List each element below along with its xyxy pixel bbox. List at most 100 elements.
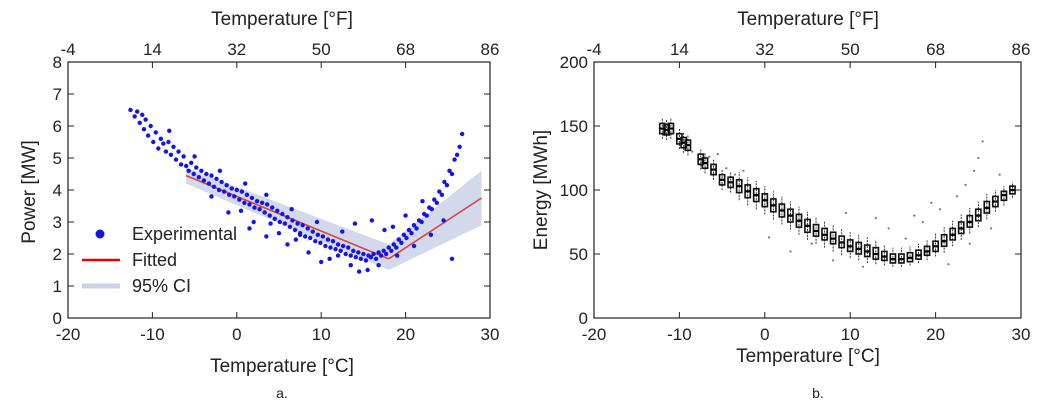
data-point	[204, 171, 209, 177]
data-point	[378, 253, 384, 258]
box-outlier	[861, 265, 865, 268]
data-point	[276, 231, 282, 236]
data-point	[237, 197, 242, 202]
data-point	[282, 221, 288, 226]
chart-b-x2tick-label: 68	[926, 40, 945, 59]
data-point	[140, 112, 145, 118]
data-point	[376, 250, 381, 255]
ci-band	[186, 167, 482, 270]
chart-a-ytick-label: 8	[53, 53, 62, 72]
data-point	[247, 202, 252, 207]
data-point	[272, 216, 277, 221]
data-point	[348, 263, 353, 268]
data-point	[141, 127, 147, 132]
data-point	[386, 245, 391, 250]
chart-a-xtick-label: 30	[481, 325, 500, 344]
data-point	[419, 219, 424, 225]
data-point	[320, 234, 326, 239]
data-point	[376, 263, 381, 268]
data-point	[232, 194, 237, 199]
data-point	[251, 219, 256, 225]
data-point	[221, 189, 227, 194]
chart-a-xlabel: Temperature [°C]	[210, 356, 354, 377]
data-point	[270, 205, 275, 210]
chart-b-x2label: Temperature [°F]	[737, 9, 879, 30]
data-point	[151, 139, 156, 145]
chart-a-x2tick-label: 86	[481, 40, 500, 59]
data-point	[401, 232, 407, 237]
data-point	[327, 256, 332, 261]
chart-a-xtick-label: -20	[56, 325, 81, 344]
data-point	[295, 221, 300, 226]
chart-b-x2tick-label: 86	[1012, 40, 1031, 59]
chart-a-ytick-label: 5	[53, 149, 62, 168]
data-point	[310, 229, 315, 234]
box-outlier	[981, 140, 984, 143]
box-outlier	[904, 237, 907, 240]
data-point	[411, 243, 417, 249]
data-point	[338, 248, 343, 253]
data-point	[153, 130, 158, 135]
data-point	[442, 179, 447, 185]
box-outlier	[972, 169, 976, 172]
data-point	[365, 267, 370, 273]
data-point	[128, 107, 133, 113]
data-point	[252, 205, 257, 210]
data-point	[209, 194, 214, 199]
box-outlier	[998, 173, 1001, 176]
data-point	[335, 242, 341, 247]
chart-a-ytick-label: 0	[53, 309, 62, 328]
chart-b-ytick-label: 100	[560, 181, 588, 200]
data-point	[143, 117, 148, 122]
data-point	[441, 218, 446, 223]
data-point	[181, 154, 186, 159]
data-point	[264, 234, 269, 239]
box-outlier	[874, 217, 877, 220]
data-point	[285, 215, 290, 220]
data-point	[389, 248, 394, 253]
data-point	[229, 186, 234, 191]
data-point	[444, 183, 450, 188]
data-point	[394, 253, 400, 258]
chart-b-ylabel: Energy [MWh]	[531, 130, 552, 250]
chart-a-x2label: Temperature [°F]	[211, 9, 353, 30]
data-point	[335, 253, 341, 258]
data-point	[363, 258, 369, 263]
chart-a-points	[128, 107, 465, 274]
chart-a: -20 -4 -10 14 0 32 10 50 20 68 30 86 0 1 2 3 4 5 6 7 8 Exper…	[19, 9, 499, 401]
data-point	[305, 226, 310, 231]
data-point	[268, 221, 273, 226]
data-point	[257, 207, 262, 212]
box-outlier	[810, 242, 813, 245]
data-point	[432, 197, 437, 202]
data-point	[224, 183, 229, 188]
data-point	[259, 200, 265, 205]
data-point	[199, 168, 204, 173]
box-outlier	[708, 155, 711, 158]
box-outlier	[725, 167, 728, 170]
chart-b-xtick-label: 0	[760, 325, 769, 344]
box-outlier	[716, 153, 719, 156]
data-point	[361, 251, 366, 257]
chart-b-xtick-label: -10	[667, 325, 692, 344]
data-point	[171, 144, 176, 149]
data-point	[292, 227, 298, 233]
data-point	[391, 242, 396, 247]
data-point	[346, 245, 351, 250]
data-point	[328, 245, 333, 250]
data-point	[194, 165, 199, 170]
chart-b-ytick-label: 50	[569, 245, 588, 264]
chart-b-x2tick-label: -4	[586, 40, 601, 59]
chart-a-x2tick-label: -4	[60, 40, 75, 59]
data-point	[373, 256, 379, 261]
data-point	[156, 146, 161, 151]
chart-b-xtick-label: -20	[582, 325, 607, 344]
data-point	[285, 242, 290, 247]
data-point	[447, 168, 452, 173]
chart-b-caption: b.	[812, 385, 824, 401]
data-point	[449, 256, 455, 261]
data-point	[287, 224, 293, 229]
chart-a-axes: -20 -4 -10 14 0 32 10 50 20 68 30 86 0 1 2 3 4 5 6 7 8	[53, 40, 500, 344]
data-point	[217, 168, 223, 173]
